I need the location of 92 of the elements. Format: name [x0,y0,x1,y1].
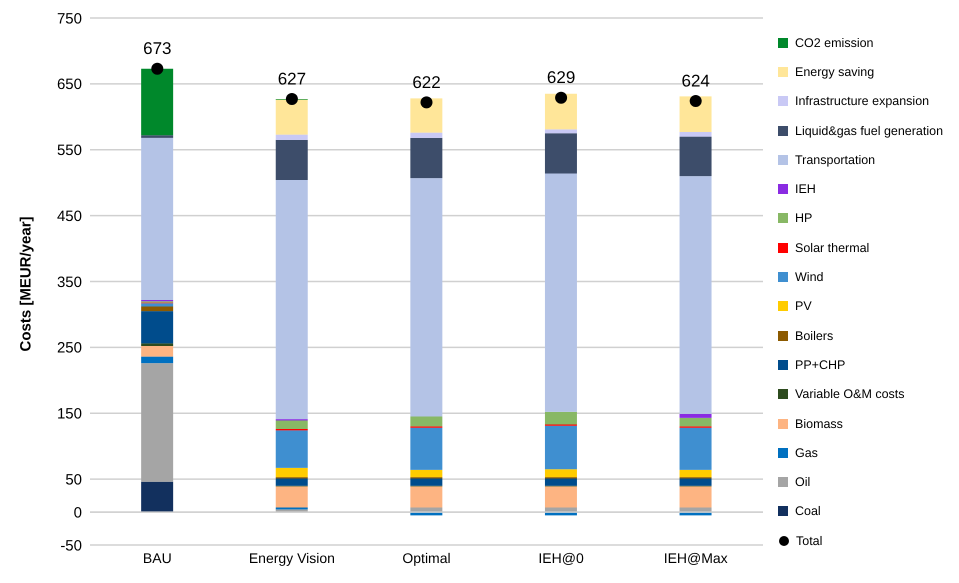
bar [276,486,308,508]
bar [544,94,577,130]
y-tick-label: 0 [74,504,82,522]
bar [544,478,577,486]
bar [410,178,442,417]
bar [410,428,442,470]
y-axis-title: Costs [MEUR/year] [17,216,34,352]
bar [410,138,442,178]
bar [680,96,712,132]
point [690,95,702,108]
bar [276,180,308,420]
point [151,62,164,75]
legend-label: Infrastructure expansion [795,94,930,108]
legend-label: PV [795,299,812,314]
y-tick-label: 50 [65,471,82,488]
legend-label: PP+CHP [795,358,846,372]
legend-label: HP [795,211,812,226]
bar [141,303,174,307]
legend-label: IEH [795,182,816,196]
data-label: 624 [682,71,710,90]
bar [680,132,712,137]
bar [410,486,442,508]
bar [410,132,442,138]
bar [141,138,174,300]
legend-label: Total [796,534,822,548]
bar [544,486,577,508]
bar [410,416,442,426]
data-label: 673 [143,39,172,58]
legend-label: Energy saving [795,64,874,79]
legend-label: Biomass [795,416,843,430]
point [286,93,298,106]
bar [680,414,712,418]
x-tick-label: Optimal [402,550,451,566]
y-tick-label: 350 [56,274,82,291]
bar [410,98,442,133]
bar [680,486,712,508]
bar [141,363,174,482]
legend-label: Variable O&M costs [795,387,905,402]
legend-label: CO2 emission [795,36,874,50]
bar [410,470,442,478]
legend-label: Gas [795,446,818,460]
bar [276,100,308,135]
bar [680,176,712,414]
bar [410,478,442,486]
data-label: 627 [278,70,306,89]
bar [544,469,577,478]
bar [680,478,712,486]
y-tick-label: 750 [56,10,82,28]
y-tick-label: -50 [60,537,82,554]
bar [680,470,712,478]
data-label: 622 [412,72,441,92]
legend-label: Liquid&gas fuel generation [795,124,944,138]
bar [276,140,308,180]
bar [141,311,174,344]
legend-label: Coal [795,504,821,518]
point [555,92,568,104]
bar [141,343,174,346]
bar [680,136,712,176]
bar [276,420,308,430]
data-label: 629 [546,68,576,88]
bar [141,135,174,138]
x-tick-label: BAU [142,550,172,566]
bar [141,346,174,357]
legend-label: Wind [795,270,824,284]
legend-label: Oil [795,475,810,490]
bar [276,134,308,140]
y-tick-label: 450 [56,208,82,225]
bar [544,173,577,412]
y-tick-label: 550 [56,142,82,160]
bar [276,430,308,468]
bar [276,468,308,478]
y-tick-label: 250 [56,340,82,357]
bar [680,428,712,470]
y-tick-label: 150 [56,406,82,423]
legend-label: Transportation [795,152,876,167]
legend-label: Solar thermal [795,240,870,255]
bar [276,478,308,486]
bar [141,68,174,136]
bar [544,129,577,134]
bar [141,356,174,364]
x-tick-label: Energy Vision [248,550,335,566]
x-tick-label: IEH@Max [664,550,728,566]
bar [544,412,577,424]
bar [680,418,712,426]
bar [141,306,174,312]
bar [544,426,577,470]
bar [544,133,577,174]
y-tick-label: 650 [56,76,82,94]
bar [141,482,174,512]
x-tick-label: IEH@0 [538,550,584,566]
point [420,96,432,108]
legend-label: Boilers [795,328,834,343]
